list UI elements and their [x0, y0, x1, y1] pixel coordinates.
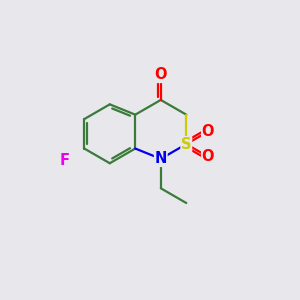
Text: O: O — [202, 149, 214, 164]
Text: S: S — [181, 136, 191, 152]
Text: O: O — [154, 68, 167, 82]
Text: N: N — [154, 151, 167, 166]
Text: F: F — [60, 153, 70, 168]
Text: O: O — [202, 124, 214, 139]
